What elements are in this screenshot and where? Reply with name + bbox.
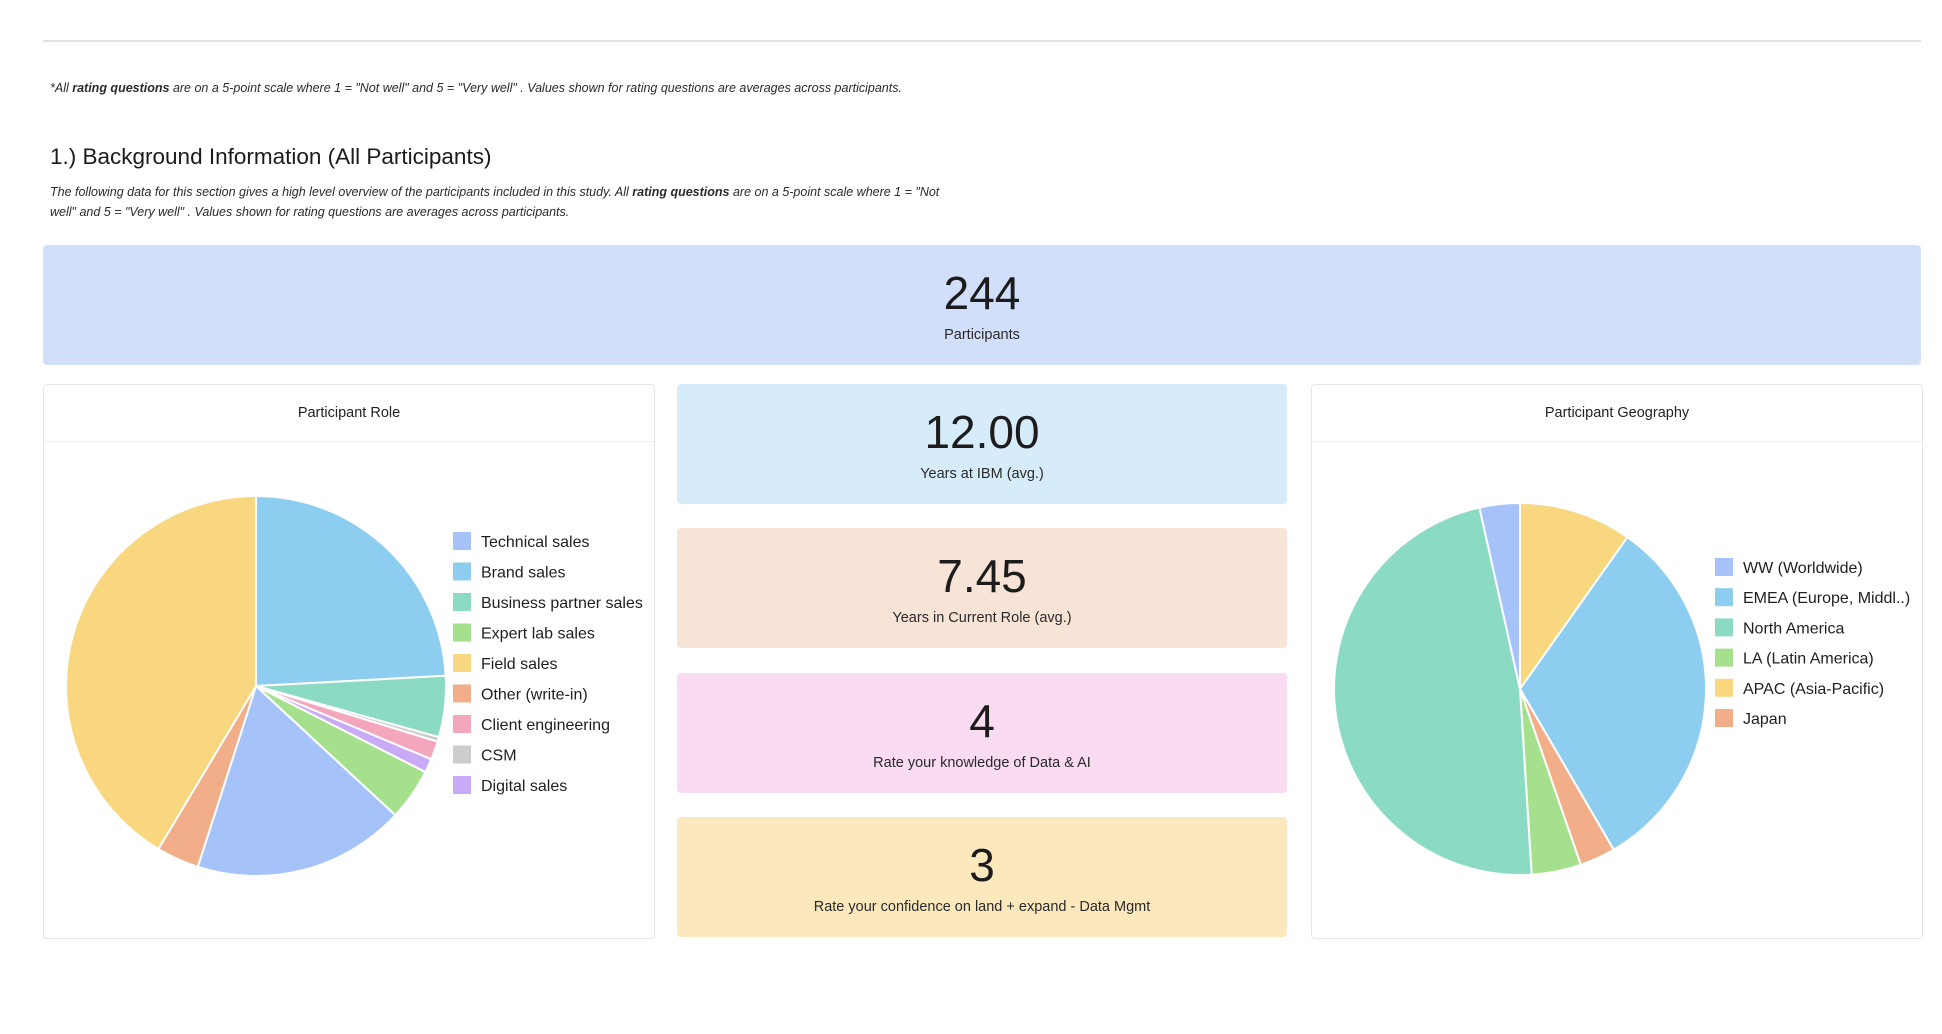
legend-label: WW (Worldwide) — [1743, 560, 1863, 577]
kpi-years-ibm-label: Years at IBM (avg.) — [920, 466, 1044, 482]
legend-swatch — [1715, 558, 1733, 576]
rating-note: *All rating questions are on a 5-point s… — [50, 78, 950, 98]
legend-item-north-america[interactable]: North America — [1715, 618, 1844, 637]
section-title: 1.) Background Information (All Particip… — [50, 144, 492, 169]
kpi-years-role-value: 7.45 — [937, 550, 1027, 602]
legend-swatch — [1715, 678, 1733, 697]
desc-bold: rating questions — [632, 185, 730, 199]
legend-item-ww-worldwide[interactable]: WW (Worldwide) — [1715, 558, 1863, 577]
legend-label: Field sales — [481, 656, 557, 673]
kpi-years-ibm-value: 12.00 — [924, 406, 1040, 458]
legend-label: EMEA (Europe, Middl..) — [1743, 590, 1910, 607]
pie-slice-north-america[interactable] — [1333, 506, 1533, 876]
legend-label: Expert lab sales — [481, 626, 595, 643]
pie-slice-field-sales[interactable] — [65, 494, 257, 851]
desc-prefix: The following data for this section give… — [50, 185, 633, 199]
legend-item-apac-asia-pacific[interactable]: APAC (Asia-Pacific) — [1715, 678, 1884, 698]
legend-swatch — [453, 745, 471, 764]
legend-item-japan[interactable]: Japan — [1715, 709, 1787, 728]
kpi-knowledge-label: Rate your knowledge of Data & AI — [873, 755, 1091, 771]
kpi-confidence: 3 Rate your confidence on land + expand … — [677, 817, 1287, 937]
legend-item-client-engineering[interactable]: Client engineering — [453, 715, 610, 734]
kpi-years-ibm: 12.00 Years at IBM (avg.) — [677, 384, 1287, 504]
legend-swatch — [453, 623, 471, 642]
legend-label: APAC (Asia-Pacific) — [1743, 681, 1884, 698]
kpi-participants: 244 Participants — [43, 245, 1921, 365]
section-description: The following data for this section give… — [50, 182, 950, 222]
legend-item-field-sales[interactable]: Field sales — [453, 654, 557, 673]
participant-role-card: Participant Role Technical sales Brand sa… — [43, 384, 655, 939]
kpi-years-role: 7.45 Years in Current Role (avg.) — [677, 528, 1287, 648]
legend-swatch — [1715, 709, 1733, 727]
kpi-years-role-label: Years in Current Role (avg.) — [892, 610, 1072, 626]
legend-label: LA (Latin America) — [1743, 651, 1874, 668]
note-bold: rating questions — [72, 81, 170, 95]
legend-label: Other (write-in) — [481, 687, 588, 704]
kpi-confidence-value: 3 — [969, 839, 995, 891]
legend-swatch — [1715, 618, 1733, 637]
kpi-knowledge-value: 4 — [969, 695, 995, 747]
legend-item-other-write-in[interactable]: Other (write-in) — [453, 684, 588, 704]
legend-swatch — [453, 715, 471, 733]
legend-item-brand-sales[interactable]: Brand sales — [453, 562, 566, 582]
legend-label: North America — [1743, 620, 1844, 637]
legend-swatch — [453, 684, 471, 703]
legend-label: Digital sales — [481, 778, 567, 795]
pie-slice-ww-worldwide[interactable] — [1478, 501, 1521, 690]
pie-slice-apac-asia-pacific[interactable] — [1519, 501, 1629, 693]
kpi-participants-label: Participants — [944, 327, 1020, 343]
note-suffix: are on a 5-point scale where 1 = "Not we… — [169, 81, 902, 95]
legend-swatch — [1715, 588, 1733, 607]
legend-item-csm[interactable]: CSM — [453, 745, 517, 765]
legend-label: Business partner sales — [481, 595, 643, 612]
legend-label: Japan — [1743, 711, 1787, 728]
top-divider — [43, 40, 1921, 42]
pie-slice-brand-sales[interactable] — [255, 494, 447, 688]
participant-geography-title: Participant Geography — [1312, 385, 1922, 442]
legend-swatch — [453, 776, 471, 794]
kpi-confidence-label: Rate your confidence on land + expand - … — [813, 899, 1151, 915]
legend-label: Technical sales — [481, 534, 590, 551]
legend-label: Client engineering — [481, 717, 610, 734]
legend-swatch — [453, 593, 471, 611]
kpi-participants-value: 244 — [943, 267, 1021, 319]
legend-item-la-latin-america[interactable]: LA (Latin America) — [1715, 648, 1874, 668]
kpi-knowledge: 4 Rate your knowledge of Data & AI — [677, 673, 1287, 793]
participant-geography-card: Participant Geography WW (Worldwide) EMEA… — [1311, 384, 1923, 939]
legend-label: CSM — [481, 748, 517, 765]
legend-item-digital-sales[interactable]: Digital sales — [453, 776, 567, 795]
legend-label: Brand sales — [481, 565, 566, 582]
legend-item-expert-lab-sales[interactable]: Expert lab sales — [453, 623, 595, 643]
participant-role-title: Participant Role — [44, 385, 654, 442]
note-prefix: *All — [50, 81, 73, 95]
desc-suffix: are on a 5-point scale where 1 = "Not we… — [50, 185, 940, 219]
legend-item-business-partner-sales[interactable]: Business partner sales — [453, 593, 643, 612]
pie-slice-emea-europe-middl[interactable] — [1518, 535, 1707, 852]
participant-geography-chart: WW (Worldwide) EMEA (Europe, Middl..) Nort… — [1333, 501, 1910, 876]
legend-item-technical-sales[interactable]: Technical sales — [453, 532, 590, 551]
legend-swatch — [453, 654, 471, 672]
legend-swatch — [453, 562, 471, 581]
participant-role-chart: Technical sales Brand sales Business partn… — [65, 494, 643, 877]
pie-slice-technical-sales[interactable] — [196, 684, 397, 877]
legend-swatch — [453, 532, 471, 550]
legend-swatch — [1715, 648, 1733, 667]
legend-item-emea-europe-middl[interactable]: EMEA (Europe, Middl..) — [1715, 588, 1910, 607]
